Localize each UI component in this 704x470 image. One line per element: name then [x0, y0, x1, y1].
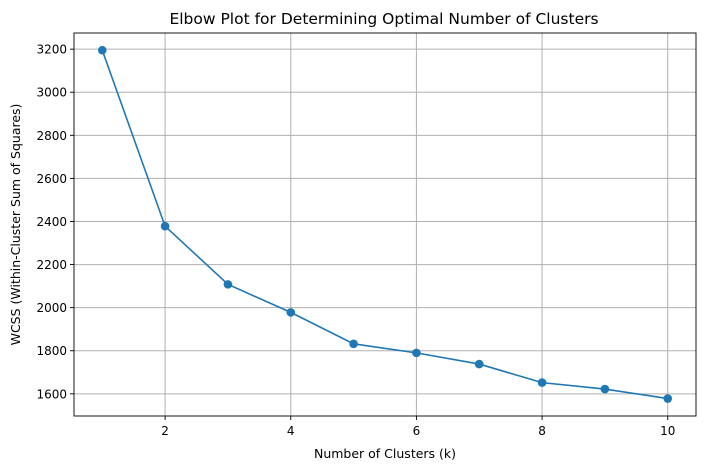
x-tick-label: 2: [161, 424, 169, 438]
data-point: [97, 45, 107, 55]
data-point: [160, 221, 170, 231]
x-tick-label: 4: [287, 424, 295, 438]
data-point: [537, 378, 547, 387]
y-tick-label: 2200: [36, 258, 67, 272]
y-tick-label: 3200: [36, 43, 67, 57]
y-tick-label: 2800: [36, 129, 67, 143]
y-tick-label: 3000: [36, 86, 67, 100]
y-tick-label: 2600: [36, 172, 67, 186]
ticks: 2 4 6 8 10 1600 1800 2000 2200 2400 2600 2800 3000 32…: [36, 43, 675, 438]
plot-frame: [73, 32, 697, 417]
y-tick-label: 2400: [36, 215, 67, 229]
y-axis-label: WCSS (Within-Cluster Sum of Squares): [8, 104, 23, 346]
x-tick-label: 10: [660, 424, 675, 438]
data-point: [412, 348, 421, 358]
series-layer: [97, 45, 673, 403]
data-point: [223, 280, 233, 289]
data-point: [663, 394, 673, 403]
chart-title: Elbow Plot for Determining Optimal Numbe…: [169, 10, 598, 28]
data-point: [474, 359, 484, 369]
grid: [74, 33, 696, 416]
series-line: [101, 49, 668, 400]
data-point: [286, 308, 296, 317]
y-tick-label: 1800: [36, 344, 67, 358]
y-tick-label: 2000: [36, 301, 67, 315]
data-point: [600, 384, 610, 394]
data-point: [349, 339, 358, 349]
x-tick-label: 6: [413, 424, 421, 438]
x-axis-label: Number of Clusters (k): [314, 446, 456, 461]
y-tick-label: 1600: [36, 387, 67, 401]
x-tick-label: 8: [538, 424, 546, 438]
